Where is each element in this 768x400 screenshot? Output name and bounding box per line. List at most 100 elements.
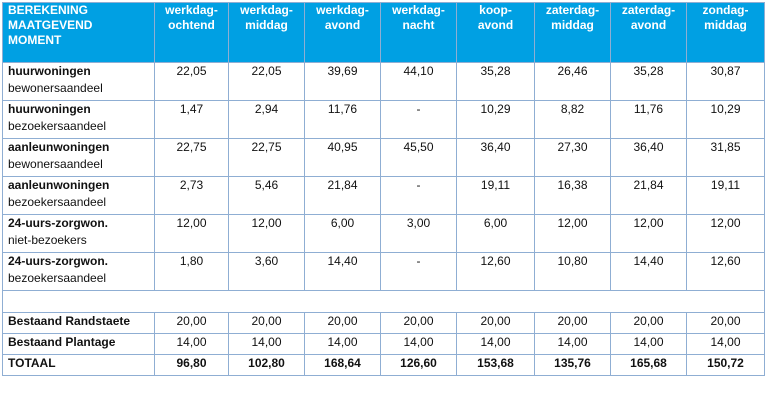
value-cell: - bbox=[380, 100, 457, 139]
value-cell: 12,60 bbox=[456, 252, 535, 291]
value-cell: 31,85 bbox=[686, 138, 765, 177]
row-label-main: aanleunwoningen bbox=[8, 140, 110, 154]
header-line: avond bbox=[477, 18, 514, 32]
header-werkdag-avond: werkdag- avond bbox=[304, 2, 381, 63]
total-value-cell: 168,64 bbox=[304, 354, 381, 376]
table-row: Bestaand Randstaete 20,00 20,00 20,00 20… bbox=[2, 312, 765, 334]
row-label-main: huurwoningen bbox=[8, 64, 91, 78]
row-label-cell: 24-uurs-zorgwon. bezoekersaandeel bbox=[2, 252, 155, 291]
value-cell: 6,00 bbox=[304, 214, 381, 253]
total-value-cell: 102,80 bbox=[228, 354, 305, 376]
spacer-cell bbox=[2, 290, 765, 313]
value-cell: 12,00 bbox=[534, 214, 611, 253]
value-cell: 22,75 bbox=[154, 138, 229, 177]
total-value-cell: 153,68 bbox=[456, 354, 535, 376]
header-line: koop- bbox=[479, 3, 512, 18]
header-label-line: MOMENT bbox=[8, 33, 62, 47]
table-row: 24-uurs-zorgwon. bezoekersaandeel 1,80 3… bbox=[2, 252, 765, 291]
row-label-sub: bewonersaandeel bbox=[8, 81, 103, 95]
value-cell: 14,40 bbox=[610, 252, 687, 291]
value-cell: 8,82 bbox=[534, 100, 611, 139]
header-line: zondag- bbox=[702, 3, 749, 18]
parking-calculation-table: BEREKENING MAATGEVEND MOMENT werkdag- oc… bbox=[2, 2, 765, 376]
header-line: avond bbox=[630, 18, 667, 32]
value-cell: 12,00 bbox=[610, 214, 687, 253]
header-label-cell: BEREKENING MAATGEVEND MOMENT bbox=[2, 2, 155, 63]
row-label-main: Bestaand Plantage bbox=[8, 335, 116, 349]
value-cell: 35,28 bbox=[610, 62, 687, 101]
row-label-sub: bezoekersaandeel bbox=[8, 271, 107, 285]
row-label-sub: bezoekersaandeel bbox=[8, 195, 107, 209]
value-cell: 16,38 bbox=[534, 176, 611, 215]
value-cell: 22,75 bbox=[228, 138, 305, 177]
table-row: aanleunwoningen bezoekersaandeel 2,73 5,… bbox=[2, 176, 765, 215]
value-cell: 40,95 bbox=[304, 138, 381, 177]
row-label-cell: Bestaand Plantage bbox=[2, 333, 155, 355]
header-line: avond bbox=[324, 18, 361, 32]
value-cell: 20,00 bbox=[304, 312, 381, 334]
value-cell: 36,40 bbox=[610, 138, 687, 177]
value-cell: 14,00 bbox=[154, 333, 229, 355]
header-line: werkdag- bbox=[316, 3, 369, 18]
value-cell: 45,50 bbox=[380, 138, 457, 177]
value-cell: 20,00 bbox=[456, 312, 535, 334]
value-cell: 35,28 bbox=[456, 62, 535, 101]
value-cell: 2,73 bbox=[154, 176, 229, 215]
value-cell: 44,10 bbox=[380, 62, 457, 101]
value-cell: 20,00 bbox=[228, 312, 305, 334]
header-line: middag bbox=[704, 18, 747, 32]
value-cell: 36,40 bbox=[456, 138, 535, 177]
header-line: ochtend bbox=[168, 18, 215, 32]
table-body: huurwoningen bewonersaandeel 22,05 22,05… bbox=[2, 62, 765, 376]
spacer-row bbox=[2, 290, 765, 313]
header-line: werkdag- bbox=[240, 3, 293, 18]
header-line: middag bbox=[245, 18, 288, 32]
value-cell: 11,76 bbox=[304, 100, 381, 139]
row-label-cell: huurwoningen bezoekersaandeel bbox=[2, 100, 155, 139]
value-cell: 10,29 bbox=[686, 100, 765, 139]
value-cell: 26,46 bbox=[534, 62, 611, 101]
header-koopavond: koop- avond bbox=[456, 2, 535, 63]
value-cell: 21,84 bbox=[610, 176, 687, 215]
table-row: huurwoningen bewonersaandeel 22,05 22,05… bbox=[2, 62, 765, 101]
value-cell: 22,05 bbox=[154, 62, 229, 101]
row-label-main: 24-uurs-zorgwon. bbox=[8, 254, 109, 268]
row-label-cell: huurwoningen bewonersaandeel bbox=[2, 62, 155, 101]
value-cell: 19,11 bbox=[686, 176, 765, 215]
total-label: TOTAAL bbox=[2, 354, 155, 376]
value-cell: 12,00 bbox=[686, 214, 765, 253]
row-label-sub: niet-bezoekers bbox=[8, 233, 87, 247]
value-cell: 14,00 bbox=[380, 333, 457, 355]
header-zaterdag-middag: zaterdag- middag bbox=[534, 2, 611, 63]
row-label-main: huurwoningen bbox=[8, 102, 91, 116]
header-werkdag-ochtend: werkdag- ochtend bbox=[154, 2, 229, 63]
table-row: Bestaand Plantage 14,00 14,00 14,00 14,0… bbox=[2, 333, 765, 355]
value-cell: 2,94 bbox=[228, 100, 305, 139]
value-cell: 5,46 bbox=[228, 176, 305, 215]
header-label-line: MAATGEVEND bbox=[8, 18, 93, 32]
value-cell: 1,47 bbox=[154, 100, 229, 139]
value-cell: 39,69 bbox=[304, 62, 381, 101]
value-cell: 21,84 bbox=[304, 176, 381, 215]
value-cell: 20,00 bbox=[686, 312, 765, 334]
row-label-main: Bestaand Randstaete bbox=[8, 314, 131, 328]
total-value-cell: 126,60 bbox=[380, 354, 457, 376]
header-line: nacht bbox=[402, 18, 435, 32]
value-cell: 10,29 bbox=[456, 100, 535, 139]
header-line: middag bbox=[551, 18, 594, 32]
value-cell: 14,00 bbox=[686, 333, 765, 355]
value-cell: 27,30 bbox=[534, 138, 611, 177]
total-value-cell: 135,76 bbox=[534, 354, 611, 376]
total-row: TOTAAL 96,80 102,80 168,64 126,60 153,68… bbox=[2, 354, 765, 376]
row-label-cell: Bestaand Randstaete bbox=[2, 312, 155, 334]
value-cell: - bbox=[380, 176, 457, 215]
value-cell: 20,00 bbox=[534, 312, 611, 334]
header-werkdag-nacht: werkdag- nacht bbox=[380, 2, 457, 63]
value-cell: 14,00 bbox=[304, 333, 381, 355]
total-value-cell: 96,80 bbox=[154, 354, 229, 376]
value-cell: 3,60 bbox=[228, 252, 305, 291]
row-label-sub: bewonersaandeel bbox=[8, 157, 103, 171]
header-label-line: BEREKENING bbox=[8, 3, 89, 18]
value-cell: 20,00 bbox=[154, 312, 229, 334]
value-cell: 12,60 bbox=[686, 252, 765, 291]
